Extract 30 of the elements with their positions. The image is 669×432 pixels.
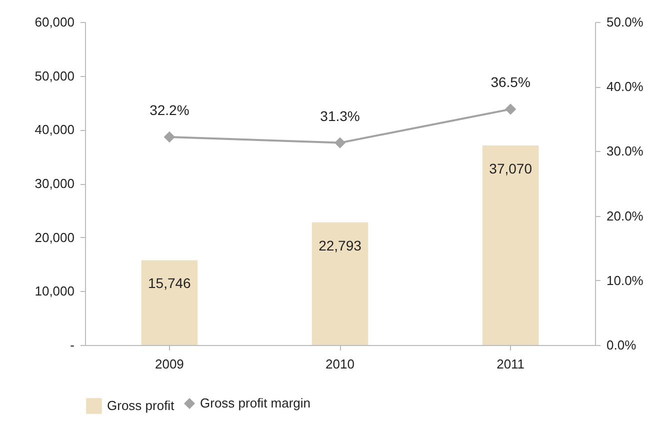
x-tick-label: 2010 xyxy=(326,356,354,372)
y-tick-label: 30,000 xyxy=(34,176,74,191)
bar xyxy=(482,145,539,345)
x-tick-label: 2009 xyxy=(154,356,184,372)
y-tick-label: 20,000 xyxy=(34,230,74,245)
y-tick-label: 50,000 xyxy=(34,68,74,84)
y2-tick-label: 0.0% xyxy=(606,338,637,352)
y-tick-label: - xyxy=(70,338,74,352)
data-label: 32.2% xyxy=(150,102,190,118)
data-label: 22,793 xyxy=(318,237,362,254)
bar xyxy=(312,222,368,345)
y-tick-label: 60,000 xyxy=(34,14,74,30)
data-label: 36.5% xyxy=(490,74,530,90)
data-label: 37,070 xyxy=(489,160,532,176)
legend-label: Gross profit xyxy=(107,398,175,413)
y-tick-label: 10,000 xyxy=(34,284,74,299)
y2-tick-label: 10.0% xyxy=(606,272,644,288)
x-tick-label: 2011 xyxy=(496,356,525,372)
point xyxy=(505,104,516,114)
data-label: 31.3% xyxy=(320,108,360,124)
y2-tick-label: 30.0% xyxy=(606,144,644,159)
bar xyxy=(141,260,198,345)
data-label: 15,746 xyxy=(148,275,192,292)
point xyxy=(334,138,346,148)
y2-tick-label: 40.0% xyxy=(606,79,644,94)
y-tick-label: 40,000 xyxy=(34,122,74,138)
legend-label: Gross profit margin xyxy=(200,396,311,410)
point xyxy=(164,132,175,142)
y2-tick-label: 20.0% xyxy=(606,208,644,224)
y2-tick-label: 50.0% xyxy=(606,14,644,30)
